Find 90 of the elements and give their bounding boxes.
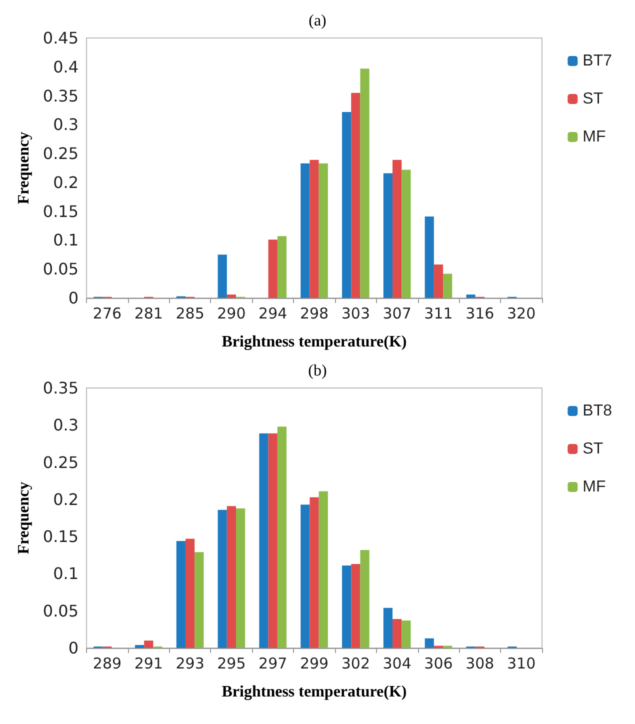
bar	[351, 564, 360, 648]
y-tick-label: 0.2	[53, 172, 79, 192]
bar	[383, 173, 393, 298]
bar	[259, 433, 268, 648]
bar	[236, 508, 246, 648]
legend-label: ST	[582, 440, 604, 458]
x-tick-label: 316	[466, 304, 494, 322]
y-tick-label: 0.35	[42, 378, 79, 398]
y-axis-title: Frequency	[16, 132, 32, 204]
bar	[176, 541, 186, 648]
bar	[277, 426, 287, 648]
bar	[185, 538, 195, 648]
x-tick-label: 294	[258, 304, 288, 322]
bar	[318, 491, 328, 648]
y-tick-label: 0.1	[53, 564, 79, 584]
bar	[277, 236, 287, 298]
x-tick-label: 307	[382, 304, 412, 322]
x-tick-label: 308	[466, 654, 494, 672]
y-tick-label: 0.15	[42, 527, 79, 546]
bar	[342, 112, 352, 298]
x-tick-label: 295	[217, 654, 246, 672]
y-tick-label: 0.05	[42, 601, 79, 620]
bar	[392, 160, 402, 298]
bar	[300, 504, 310, 648]
legend-label: ST	[582, 90, 604, 108]
y-tick-label: 0.1	[53, 230, 79, 250]
bar	[424, 216, 434, 298]
bar	[144, 640, 154, 648]
x-tick-label: 303	[341, 304, 370, 322]
x-tick-label: 276	[92, 304, 122, 322]
legend-label: MF	[582, 478, 606, 496]
y-tick-label: 0.25	[42, 452, 79, 472]
x-tick-label: 289	[92, 654, 122, 672]
bar	[443, 274, 452, 298]
x-tick-label: 297	[258, 654, 288, 672]
y-axis-title: Frequency	[16, 482, 32, 554]
x-tick-label: 281	[134, 304, 163, 322]
bar	[434, 264, 444, 298]
y-tick-label: 0.25	[42, 144, 79, 164]
bar	[194, 552, 204, 648]
x-axis-title: Brightness temperature(K)	[222, 334, 407, 350]
x-tick-label: 302	[341, 654, 370, 672]
bar	[360, 68, 370, 298]
bar	[402, 170, 411, 298]
bar	[402, 620, 411, 648]
bar	[134, 645, 144, 648]
chart-title: (b)	[308, 362, 327, 380]
x-tick-label: 304	[382, 654, 412, 672]
y-tick-label: 0.2	[53, 490, 79, 509]
bar	[226, 294, 236, 298]
x-tick-label: 298	[300, 304, 329, 322]
bar	[351, 92, 360, 298]
bar	[360, 550, 370, 648]
y-tick-label: 0.45	[42, 28, 79, 48]
x-tick-label: 291	[134, 654, 163, 672]
x-tick-label: 320	[506, 304, 536, 322]
x-tick-label: 311	[424, 304, 453, 322]
bar	[226, 506, 236, 648]
bar	[268, 433, 278, 648]
x-tick-label: 293	[176, 654, 204, 672]
y-tick-label: 0.4	[53, 57, 79, 76]
bar	[466, 294, 476, 298]
bar	[300, 163, 310, 298]
y-tick-label: 0.15	[42, 202, 79, 221]
x-tick-label: 299	[300, 654, 329, 672]
bar	[218, 510, 227, 648]
y-tick-label: 0	[68, 638, 79, 658]
x-tick-label: 285	[176, 304, 204, 322]
legend-label: BT8	[582, 402, 612, 420]
y-tick-label: 0.3	[53, 115, 79, 134]
bar	[424, 638, 434, 648]
legend-label: MF	[582, 128, 606, 146]
bar	[342, 566, 352, 648]
bar	[268, 240, 278, 298]
y-tick-label: 0	[68, 288, 79, 308]
y-tick-label: 0.05	[42, 260, 79, 279]
x-tick-label: 290	[217, 304, 246, 322]
y-tick-label: 0.35	[42, 86, 79, 106]
x-axis-title: Brightness temperature(K)	[222, 684, 407, 700]
bar	[392, 619, 402, 648]
y-tick-label: 0.3	[53, 416, 79, 435]
x-tick-label: 306	[424, 654, 453, 672]
x-tick-label: 310	[506, 654, 536, 672]
bar	[383, 608, 393, 648]
bar	[310, 497, 319, 648]
bar	[310, 160, 319, 298]
bar	[218, 254, 227, 298]
legend-label: BT7	[582, 52, 612, 70]
bar	[318, 163, 328, 298]
chart-title: (a)	[308, 12, 326, 30]
